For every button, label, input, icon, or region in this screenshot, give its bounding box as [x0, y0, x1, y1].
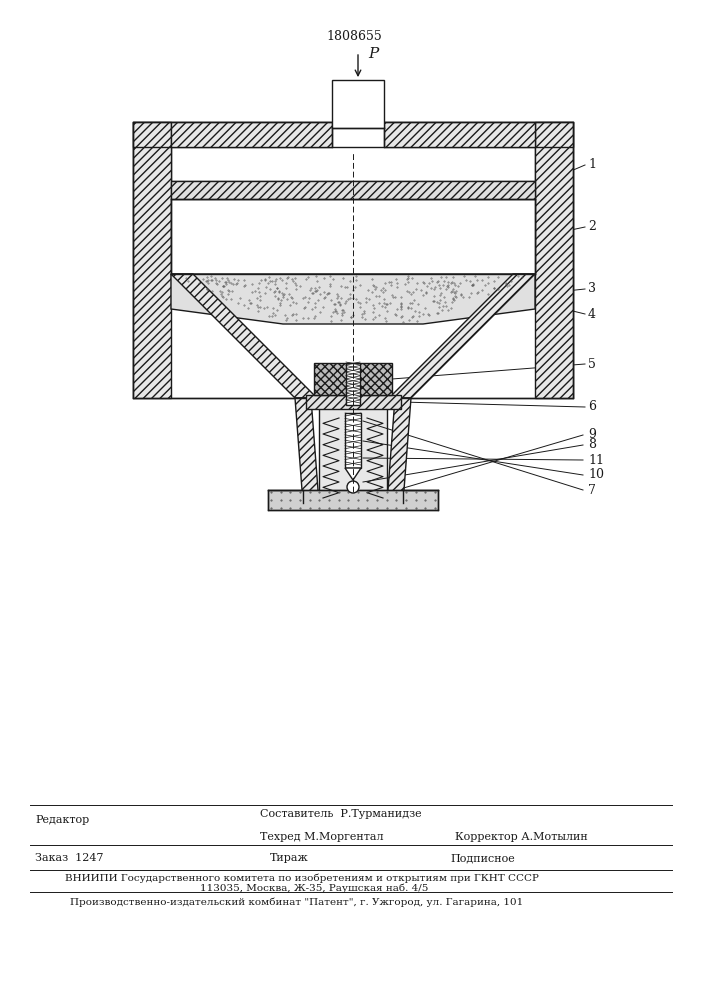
Bar: [319, 398, 387, 503]
Text: 10: 10: [588, 468, 604, 482]
Text: Тираж: Тираж: [270, 853, 309, 863]
Text: 4: 4: [588, 308, 596, 320]
Text: 8: 8: [588, 438, 596, 452]
Text: 7: 7: [588, 484, 596, 496]
Polygon shape: [171, 274, 317, 398]
Text: 113035, Москва, Ж-35, Раушская наб. 4/5: 113035, Москва, Ж-35, Раушская наб. 4/5: [200, 883, 428, 893]
Bar: [171, 147, 535, 181]
Text: Заказ  1247: Заказ 1247: [35, 853, 103, 863]
Polygon shape: [171, 274, 535, 324]
Bar: [171, 122, 332, 147]
Text: Производственно-издательский комбинат "Патент", г. Ужгород, ул. Гагарина, 101: Производственно-издательский комбинат "П…: [70, 897, 523, 907]
Bar: [535, 122, 573, 147]
Text: 1: 1: [588, 158, 596, 172]
Text: 2: 2: [588, 221, 596, 233]
Polygon shape: [295, 398, 319, 503]
Text: Подписное: Подписное: [450, 853, 515, 863]
Bar: [133, 122, 171, 398]
Text: 5: 5: [588, 358, 596, 370]
Bar: [384, 122, 535, 147]
Bar: [268, 490, 438, 510]
Text: Редактор: Редактор: [35, 815, 89, 825]
Text: 6: 6: [588, 400, 596, 414]
Bar: [314, 363, 392, 395]
Text: 1808655: 1808655: [326, 30, 382, 43]
Bar: [133, 122, 171, 147]
Bar: [535, 122, 573, 398]
Bar: [346, 363, 360, 405]
Text: Техред М.Моргентал: Техред М.Моргентал: [260, 832, 383, 842]
Polygon shape: [389, 274, 535, 398]
Polygon shape: [345, 468, 361, 480]
Text: 3: 3: [588, 282, 596, 296]
Bar: [345, 413, 361, 468]
Text: 11: 11: [588, 454, 604, 466]
Text: P: P: [368, 47, 378, 61]
Text: ВНИИПИ Государственного комитета по изобретениям и открытиям при ГКНТ СССР: ВНИИПИ Государственного комитета по изоб…: [65, 873, 539, 883]
Bar: [306, 395, 401, 409]
Text: Составитель  Р.Турманидзе: Составитель Р.Турманидзе: [260, 809, 421, 819]
Bar: [133, 122, 573, 398]
Circle shape: [347, 481, 359, 493]
Bar: [332, 80, 384, 128]
Polygon shape: [387, 398, 411, 503]
Text: Корректор А.Мотылин: Корректор А.Мотылин: [455, 832, 588, 842]
Text: 9: 9: [588, 428, 596, 442]
Bar: [171, 199, 535, 274]
Bar: [171, 181, 535, 199]
